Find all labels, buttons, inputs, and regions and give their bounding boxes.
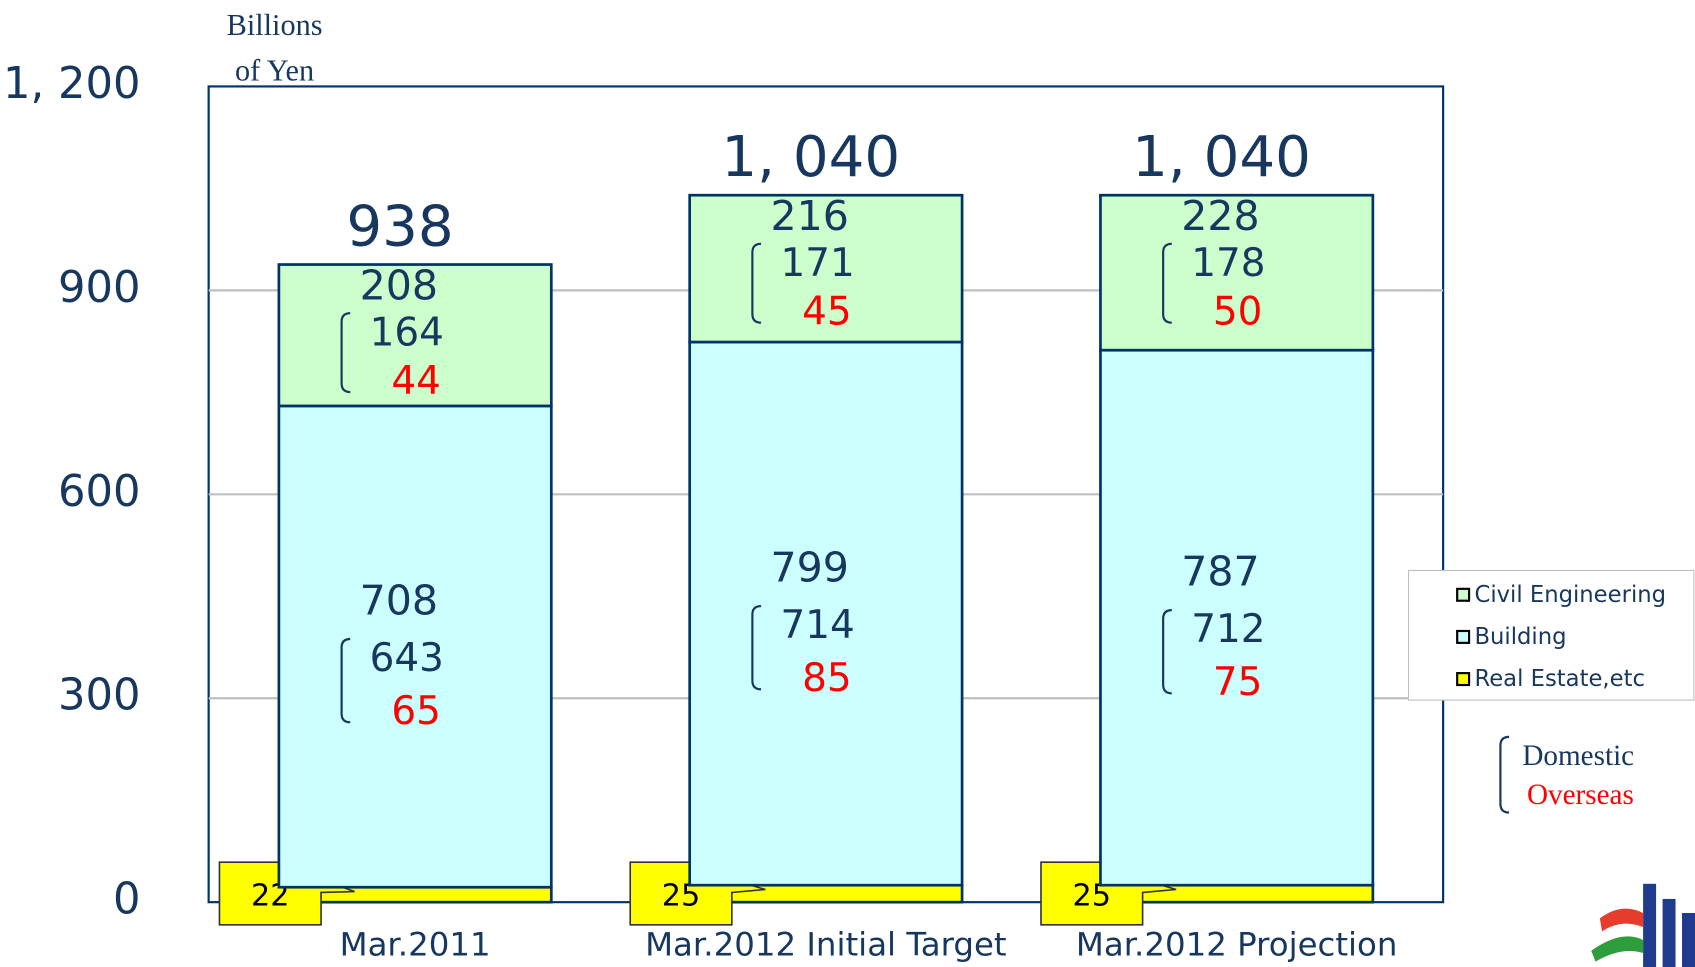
domestic-label: 164 bbox=[370, 310, 444, 355]
overseas-label: 50 bbox=[1213, 290, 1263, 335]
y-tick-label: 900 bbox=[58, 263, 141, 313]
x-tick-label: Mar.2012 Initial Target bbox=[645, 925, 1007, 963]
y-tick-label: 300 bbox=[58, 671, 141, 721]
legend-swatch bbox=[1456, 587, 1471, 602]
y-axis-label: Billions bbox=[227, 8, 323, 42]
y-tick-label: 1, 200 bbox=[3, 59, 141, 109]
bar-segment bbox=[1099, 348, 1375, 887]
bar-segment bbox=[1099, 193, 1375, 352]
bracket bbox=[751, 242, 762, 324]
bar-segment bbox=[688, 340, 964, 887]
segment-total-label: 228 bbox=[1181, 192, 1259, 240]
bracket bbox=[751, 604, 762, 691]
y-tick-label: 0 bbox=[113, 875, 141, 925]
key-domestic: Domestic bbox=[1522, 740, 1634, 772]
total-label: 1, 040 bbox=[1132, 125, 1311, 190]
y-axis-label: of Yen bbox=[235, 53, 314, 87]
domestic-label: 171 bbox=[780, 241, 854, 286]
bracket bbox=[340, 637, 351, 724]
legend-swatch bbox=[1456, 672, 1471, 687]
logo bbox=[1591, 883, 1695, 967]
overseas-label: 85 bbox=[802, 656, 852, 701]
bracket bbox=[1162, 609, 1172, 695]
domestic-label: 712 bbox=[1191, 607, 1265, 652]
total-label: 1, 040 bbox=[721, 125, 900, 190]
domestic-label: 178 bbox=[1191, 241, 1265, 286]
total-label: 938 bbox=[346, 195, 453, 260]
segment-total-label: 787 bbox=[1181, 547, 1259, 595]
segment-total-label: 799 bbox=[770, 543, 848, 591]
bar-segment bbox=[277, 263, 553, 408]
overseas-label: 65 bbox=[391, 689, 441, 734]
legend-swatch bbox=[1456, 629, 1471, 644]
bracket bbox=[1499, 735, 1510, 814]
bar-segment bbox=[277, 404, 553, 889]
bracket bbox=[1162, 242, 1172, 324]
legend-label: Building bbox=[1474, 624, 1566, 650]
legend-label: Civil Engineering bbox=[1474, 582, 1666, 608]
domestic-label: 714 bbox=[780, 603, 854, 648]
bracket bbox=[340, 312, 351, 394]
overseas-label: 45 bbox=[802, 290, 852, 335]
segment-total-label: 216 bbox=[770, 192, 848, 240]
key-overseas: Overseas bbox=[1527, 779, 1634, 811]
y-tick-label: 600 bbox=[58, 467, 141, 517]
x-tick-label: Mar.2012 Projection bbox=[1076, 925, 1398, 963]
legend-label: Real Estate,etc bbox=[1474, 666, 1645, 692]
segment-total-label: 708 bbox=[360, 576, 438, 624]
x-tick-label: Mar.2011 bbox=[340, 925, 491, 963]
domestic-label: 643 bbox=[370, 636, 444, 681]
bar-segment bbox=[688, 193, 964, 344]
overseas-label: 75 bbox=[1213, 660, 1263, 705]
overseas-label: 44 bbox=[391, 359, 441, 404]
segment-total-label: 208 bbox=[360, 261, 438, 309]
